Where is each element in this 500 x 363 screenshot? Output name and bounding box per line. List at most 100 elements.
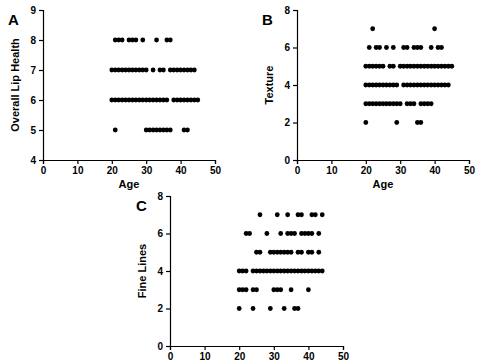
tick-label: 0 [157, 341, 163, 352]
tick-mark [435, 160, 436, 164]
tick-mark [239, 346, 240, 350]
tick-label: 20 [361, 165, 373, 176]
point [164, 98, 169, 103]
tick-label: 20 [107, 165, 119, 176]
tick-mark [331, 160, 332, 164]
tick-label: 10 [200, 351, 212, 362]
point [316, 231, 321, 236]
point [237, 306, 242, 311]
point [285, 212, 290, 217]
point [418, 120, 423, 125]
tick-mark [39, 70, 43, 71]
tick-label: 50 [338, 351, 350, 362]
tick-mark [343, 346, 344, 350]
point [377, 45, 382, 50]
point [381, 64, 386, 69]
tick-label: 6 [30, 95, 36, 106]
tick-mark [181, 160, 182, 164]
point [247, 231, 252, 236]
tick: 20 [361, 160, 373, 176]
y-axis: 4 5 6 7 8 9 [30, 5, 43, 166]
axis-line [166, 197, 171, 347]
panel: 0102030405002468AgeFine Lines [136, 191, 349, 363]
tick-mark [205, 346, 206, 350]
point [429, 45, 434, 50]
point [168, 38, 173, 43]
point [391, 45, 396, 50]
point [244, 269, 249, 274]
tick-mark [293, 122, 297, 123]
tick: 8 [284, 5, 297, 16]
tick: 4 [284, 80, 297, 91]
tick: 9 [30, 5, 43, 16]
panel-label: C [136, 197, 147, 214]
point [299, 212, 304, 217]
tick-mark [469, 160, 470, 164]
tick: 0 [284, 155, 297, 166]
point [258, 212, 263, 217]
tick-label: 6 [157, 228, 163, 239]
tick-label: 8 [284, 5, 290, 16]
tick: 2 [284, 117, 297, 128]
axis-line [298, 161, 470, 165]
tick-mark [166, 196, 170, 197]
tick: 7 [30, 65, 43, 76]
tick-label: 40 [303, 351, 315, 362]
tick: 4 [30, 155, 43, 166]
tick-mark [166, 233, 170, 234]
tick: 30 [395, 160, 407, 176]
point [316, 250, 321, 255]
point [133, 38, 138, 43]
tick-mark [293, 160, 297, 161]
tick-mark [39, 160, 43, 161]
point [370, 26, 375, 31]
points [109, 38, 200, 133]
point [151, 68, 156, 73]
point [446, 83, 451, 88]
point [278, 231, 283, 236]
point [244, 287, 249, 292]
points [363, 26, 454, 125]
point [268, 306, 273, 311]
point [120, 38, 125, 43]
tick: 0 [41, 160, 47, 176]
point [154, 38, 159, 43]
point [282, 306, 287, 311]
tick-label: 8 [30, 35, 36, 46]
tick-label: 4 [157, 266, 163, 277]
axis-line [44, 161, 216, 165]
tick: 6 [157, 228, 170, 239]
tick: 40 [176, 160, 188, 176]
y-axis: 0 2 4 6 8 [157, 191, 170, 352]
point [258, 250, 263, 255]
tick-mark [39, 10, 43, 11]
point [429, 101, 434, 106]
point [185, 128, 190, 133]
axis-line [39, 11, 44, 161]
point [432, 26, 437, 31]
tick-mark [274, 346, 275, 350]
axis-line [293, 11, 298, 161]
tick: 5 [30, 125, 43, 136]
tick-label: 40 [176, 165, 188, 176]
tick: 20 [107, 160, 119, 176]
point [278, 287, 283, 292]
tick-label: 8 [157, 191, 163, 202]
point [292, 231, 297, 236]
panel-label: A [8, 11, 19, 28]
tick-label: 40 [430, 165, 442, 176]
tick-mark [400, 160, 401, 164]
tick: 6 [30, 95, 43, 106]
tick: 0 [295, 160, 301, 176]
tick: 40 [303, 346, 315, 362]
tick: 2 [157, 303, 170, 314]
point [296, 306, 301, 311]
point [161, 68, 166, 73]
tick-label: 0 [295, 165, 301, 176]
point [140, 38, 145, 43]
point [264, 231, 269, 236]
tick-mark [215, 160, 216, 164]
tick-label: 10 [72, 165, 84, 176]
tick-mark [39, 130, 43, 131]
point [363, 120, 368, 125]
